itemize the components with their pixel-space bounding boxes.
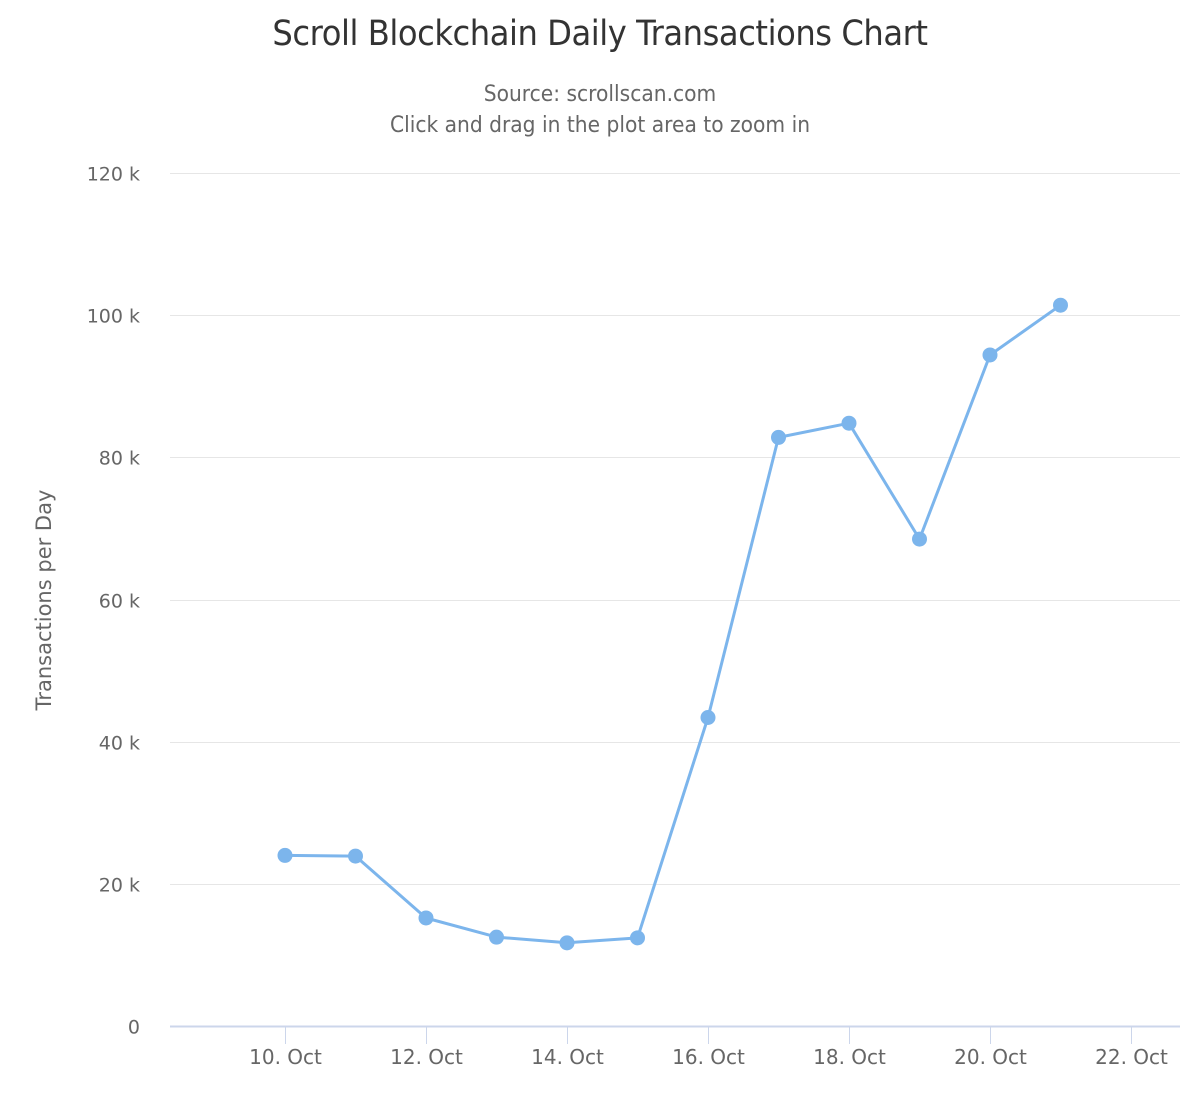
y-tick-label: 80 k	[99, 448, 140, 470]
data-point-marker[interactable]	[771, 429, 786, 445]
x-tick-label: 10. Oct	[249, 1045, 322, 1069]
chart-subtitle-source: Source: scrollscan.com	[483, 82, 717, 107]
x-tick-label: 12. Oct	[390, 1045, 463, 1069]
chart-subtitle-hint: Click and drag in the plot area to zoom …	[389, 113, 811, 138]
chart-title: Scroll Blockchain Daily Transactions Cha…	[272, 14, 928, 54]
data-point-marker[interactable]	[912, 531, 927, 547]
data-point-marker[interactable]	[1053, 297, 1068, 313]
y-tick-label: 40 k	[99, 733, 140, 755]
data-point-marker[interactable]	[982, 347, 998, 363]
data-point-marker[interactable]	[559, 935, 575, 951]
x-tick-label: 22. Oct	[1095, 1045, 1168, 1069]
y-axis-title: Transactions per Day	[32, 490, 56, 712]
data-point-marker[interactable]	[630, 930, 645, 946]
x-tick-label: 20. Oct	[954, 1045, 1027, 1069]
data-point-marker[interactable]	[489, 929, 504, 945]
data-point-marker[interactable]	[418, 910, 434, 926]
data-point-marker[interactable]	[348, 848, 363, 864]
x-tick-label: 14. Oct	[531, 1045, 604, 1069]
y-tick-label: 20 k	[99, 875, 140, 897]
y-tick-label: 60 k	[99, 591, 140, 613]
x-tick-label: 18. Oct	[813, 1045, 886, 1069]
x-tick-label: 16. Oct	[672, 1045, 745, 1069]
data-point-marker[interactable]	[841, 415, 857, 431]
data-point-marker[interactable]	[277, 847, 293, 863]
y-tick-label: 120 k	[87, 164, 140, 186]
y-tick-label: 100 k	[87, 306, 140, 328]
y-tick-label: 0	[128, 1017, 140, 1039]
data-point-marker[interactable]	[700, 709, 716, 725]
series-line	[283, 303, 1062, 945]
